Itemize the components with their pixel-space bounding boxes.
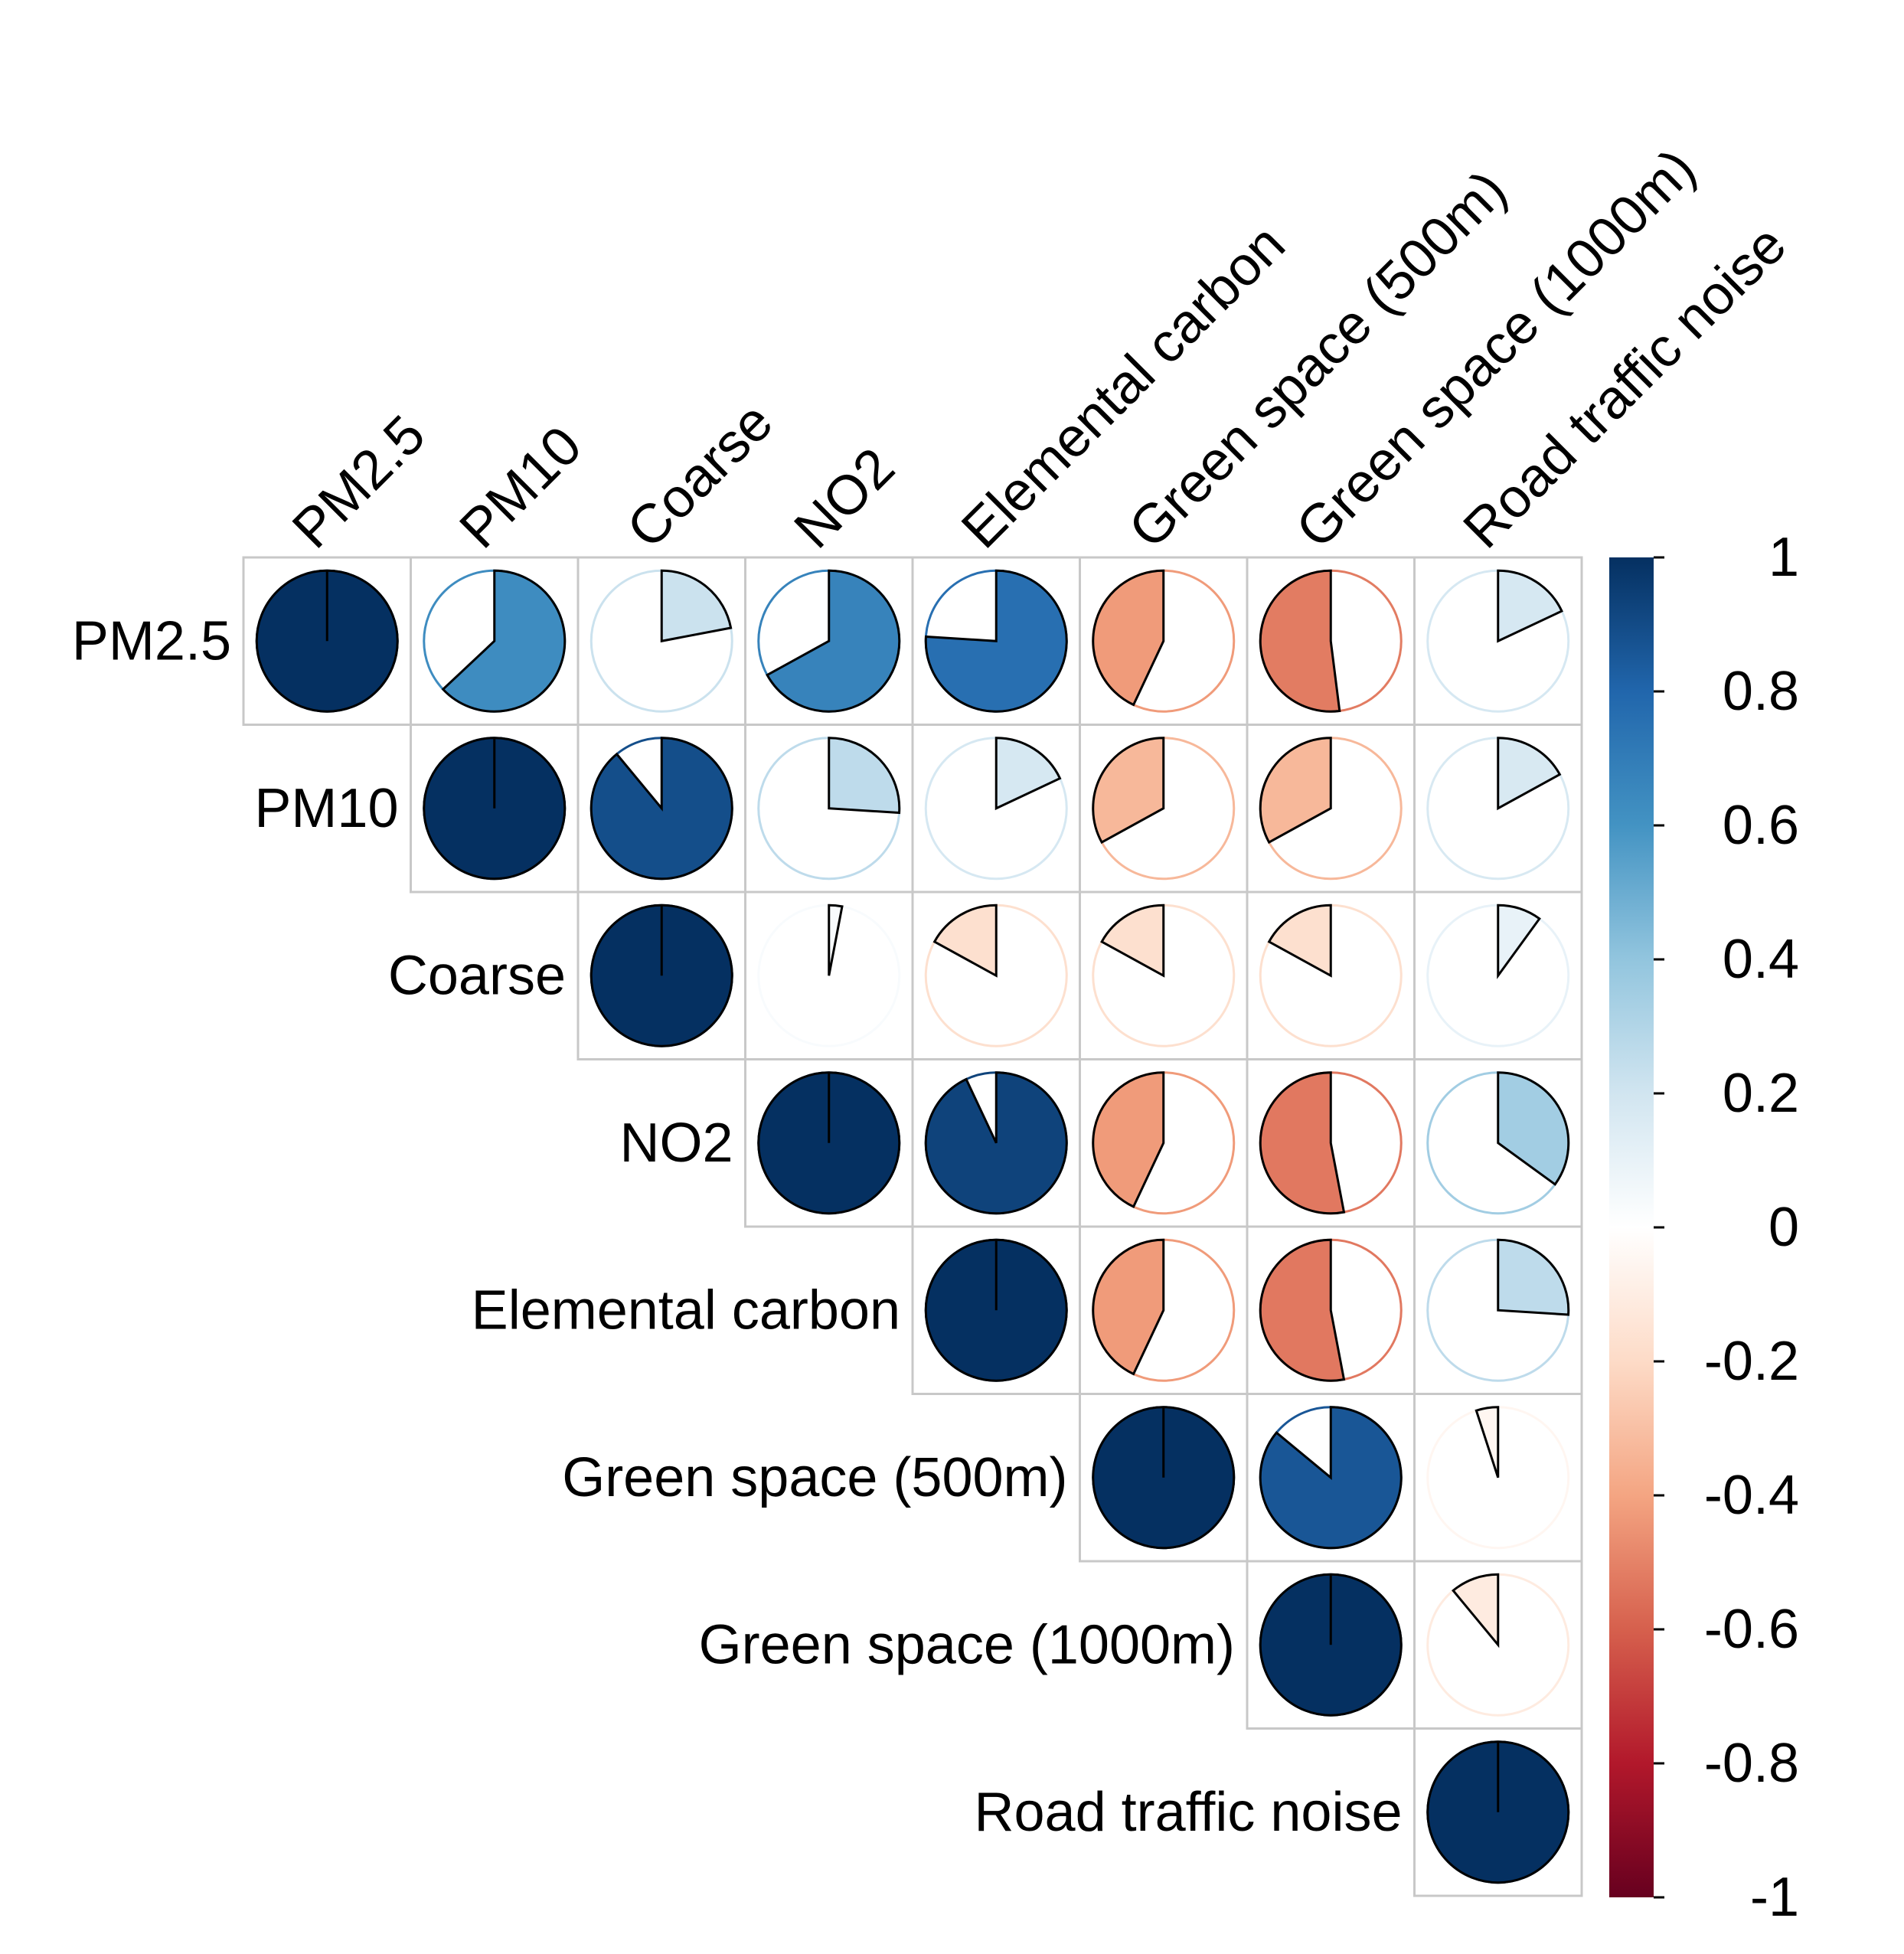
pie-slice [932, 903, 998, 978]
pie-mark [1426, 1238, 1570, 1382]
column-label: NO2 [782, 436, 906, 560]
row-label: Coarse [388, 945, 566, 1006]
pie-mark [757, 903, 901, 1047]
pie-mark [1426, 1573, 1570, 1717]
pie-mark [1426, 1740, 1570, 1884]
pie-slice [1497, 569, 1563, 643]
colorbar [1609, 557, 1654, 1897]
pie-slice [1259, 737, 1332, 845]
colorbar-tick-label: 0.6 [1723, 795, 1799, 856]
pie-mark [423, 737, 567, 881]
colorbar-tick-label: -0.2 [1704, 1331, 1799, 1392]
colorbar-tick-label: -0.4 [1704, 1465, 1799, 1526]
row-label: Road traffic noise [975, 1782, 1403, 1843]
pie-mark [1259, 1238, 1403, 1382]
pie-slice [660, 569, 733, 643]
pie-slice [1092, 737, 1165, 845]
pie-mark [757, 737, 901, 881]
row-label: PM10 [254, 778, 398, 839]
colorbar-tick-label: -0.8 [1704, 1733, 1799, 1794]
pie-mark [924, 569, 1068, 713]
pie-slice [1259, 569, 1341, 713]
pie-mark [1259, 1071, 1403, 1215]
pie-slice [828, 903, 844, 976]
pie-slice [1497, 1071, 1570, 1186]
pie-slice [766, 569, 901, 713]
pie-mark [1426, 1406, 1570, 1550]
row-label: PM2.5 [72, 610, 231, 671]
colorbar-tick-label: 0.8 [1723, 661, 1799, 722]
pie-slice [994, 737, 1062, 811]
row-label: Green space (1000m) [699, 1614, 1235, 1675]
pie-mark [924, 903, 1068, 1047]
pie-mark [1259, 569, 1403, 713]
column-label: Road traffic noise [1452, 214, 1798, 560]
pie-mark [1426, 737, 1570, 881]
pie-mark [924, 737, 1068, 881]
pie-slice [1092, 1238, 1165, 1376]
pie-slice [1092, 569, 1165, 707]
pie-mark [757, 569, 901, 713]
pie-mark [924, 1238, 1068, 1382]
pie-slice [1092, 1071, 1165, 1208]
pie-mark [1092, 1071, 1236, 1215]
pie-mark [589, 737, 733, 881]
pie-slice [924, 569, 1068, 713]
row-label: NO2 [619, 1113, 733, 1174]
pie-mark [423, 569, 567, 713]
pie-mark [1426, 569, 1570, 713]
column-label: PM10 [448, 415, 593, 560]
pie-mark [1092, 903, 1236, 1047]
pie-mark [1426, 1071, 1570, 1215]
pie-slice [1497, 903, 1541, 979]
pie-slice [924, 1071, 1068, 1215]
row-label: Green space (500m) [562, 1447, 1067, 1508]
pie-mark [1259, 1406, 1403, 1550]
pie-mark [1092, 1406, 1236, 1550]
row-label: Elemental carbon [472, 1279, 900, 1341]
pie-mark [1426, 903, 1570, 1047]
column-label: Coarse [616, 391, 785, 560]
column-label: Elemental carbon [950, 214, 1297, 560]
pie-mark [255, 569, 399, 713]
pie-slice [1475, 1406, 1500, 1479]
pie-mark [1092, 1238, 1236, 1382]
pie-mark [1259, 903, 1403, 1047]
colorbar-tick-label: -0.6 [1704, 1599, 1799, 1660]
pie-slice [828, 737, 901, 815]
pie-mark [1259, 737, 1403, 881]
pie-mark [924, 1071, 1068, 1215]
pie-slice [1497, 1238, 1570, 1316]
pie-slice [1497, 737, 1562, 811]
colorbar-tick-label: -1 [1750, 1867, 1799, 1928]
colorbar-tick-label: 1 [1768, 527, 1799, 588]
pie-slice [1100, 903, 1165, 978]
pie-slice [1259, 1238, 1346, 1382]
pie-mark [589, 903, 733, 1047]
column-label: PM2.5 [281, 404, 437, 560]
pie-slice [1451, 1573, 1500, 1648]
pie-mark [589, 569, 733, 713]
colorbar-tick-label: 0.2 [1723, 1063, 1799, 1124]
pie-slice [1267, 903, 1332, 978]
pie-mark [1092, 569, 1236, 713]
pie-slice [1259, 1071, 1346, 1215]
pie-mark [1259, 1573, 1403, 1717]
pie-slice [441, 569, 567, 713]
colorbar-tick-label: 0.4 [1723, 929, 1799, 990]
colorbar-tick-label: 0 [1768, 1197, 1799, 1258]
pie-slice [1259, 1406, 1403, 1550]
pie-mark [757, 1071, 901, 1215]
pie-mark [1092, 737, 1236, 881]
pie-slice [589, 737, 733, 881]
